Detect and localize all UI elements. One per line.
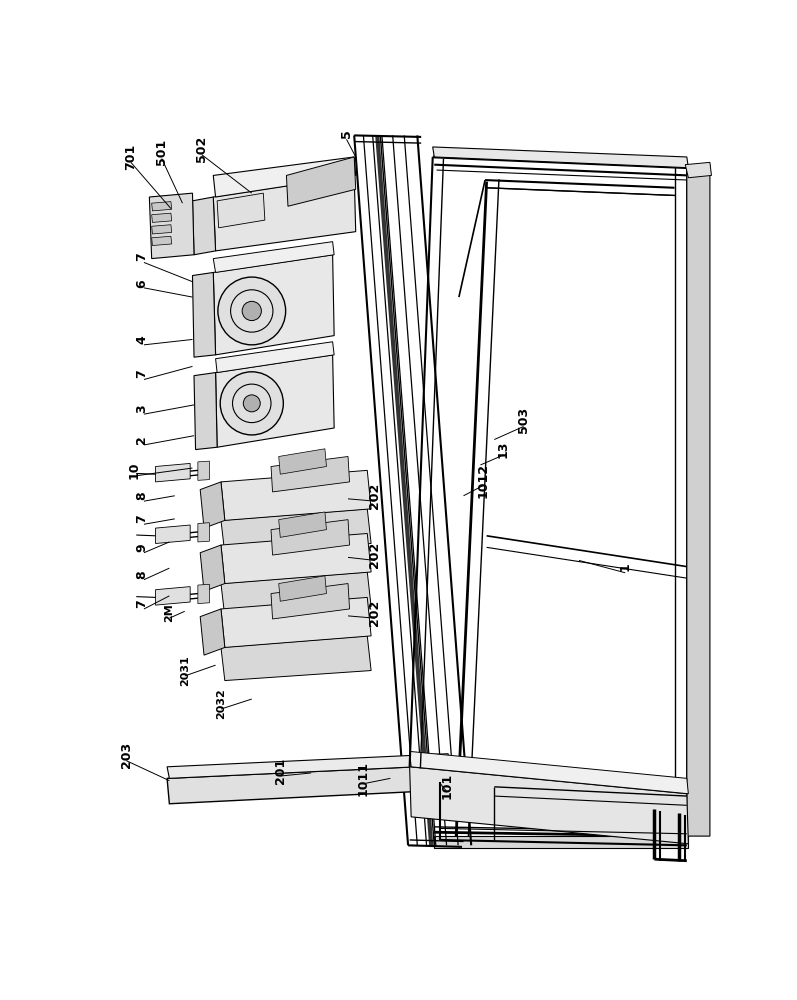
Polygon shape: [271, 456, 350, 492]
Polygon shape: [279, 512, 327, 537]
Text: 701: 701: [124, 144, 137, 170]
Polygon shape: [217, 193, 265, 228]
Ellipse shape: [242, 301, 261, 321]
Text: 13: 13: [497, 441, 510, 458]
Polygon shape: [687, 165, 710, 836]
Text: 2M: 2M: [164, 603, 175, 622]
Text: 7: 7: [135, 370, 148, 378]
Text: 1012: 1012: [477, 463, 489, 498]
Polygon shape: [685, 162, 712, 178]
Text: 9: 9: [135, 543, 148, 552]
Text: 203: 203: [120, 742, 133, 768]
Polygon shape: [214, 242, 334, 272]
Polygon shape: [221, 597, 371, 647]
Polygon shape: [215, 355, 334, 447]
Text: 6: 6: [135, 279, 148, 288]
Text: 3: 3: [135, 404, 148, 413]
Polygon shape: [215, 342, 334, 373]
Polygon shape: [193, 272, 215, 357]
Text: 8: 8: [135, 570, 148, 579]
Ellipse shape: [243, 395, 261, 412]
Text: 501: 501: [155, 139, 168, 165]
Text: 201: 201: [273, 758, 287, 784]
Polygon shape: [151, 202, 171, 211]
Text: 4: 4: [135, 335, 148, 344]
Polygon shape: [410, 751, 689, 794]
Polygon shape: [221, 572, 371, 617]
Text: 7: 7: [135, 514, 148, 523]
Polygon shape: [155, 463, 190, 482]
Polygon shape: [198, 584, 210, 604]
Text: 10: 10: [128, 462, 140, 479]
Text: 5: 5: [340, 129, 353, 138]
Text: 2: 2: [135, 435, 148, 444]
Polygon shape: [221, 533, 371, 584]
Polygon shape: [149, 193, 194, 259]
Polygon shape: [198, 523, 210, 542]
Polygon shape: [167, 765, 450, 804]
Text: 202: 202: [368, 483, 382, 509]
Polygon shape: [200, 609, 225, 655]
Text: 2031: 2031: [180, 655, 190, 686]
Polygon shape: [155, 525, 190, 544]
Polygon shape: [167, 754, 450, 778]
Polygon shape: [193, 197, 215, 255]
Text: 202: 202: [368, 600, 382, 626]
Polygon shape: [410, 767, 689, 844]
Text: 7: 7: [135, 599, 148, 608]
Text: 7: 7: [135, 253, 148, 261]
Polygon shape: [221, 470, 371, 520]
Text: 503: 503: [517, 407, 530, 433]
Text: 1: 1: [618, 562, 632, 571]
Polygon shape: [194, 373, 217, 450]
Ellipse shape: [220, 372, 284, 435]
Polygon shape: [151, 225, 171, 234]
Polygon shape: [433, 147, 689, 168]
Text: 8: 8: [135, 491, 148, 500]
Polygon shape: [214, 157, 355, 197]
Polygon shape: [214, 175, 355, 251]
Text: 502: 502: [195, 136, 208, 162]
Ellipse shape: [218, 277, 285, 345]
Polygon shape: [155, 587, 190, 605]
Text: 2032: 2032: [216, 688, 226, 719]
Polygon shape: [221, 509, 371, 554]
Polygon shape: [271, 584, 350, 619]
Polygon shape: [434, 836, 689, 848]
Polygon shape: [214, 255, 334, 355]
Text: 1011: 1011: [357, 761, 370, 796]
Polygon shape: [200, 482, 225, 528]
Polygon shape: [151, 236, 171, 246]
Polygon shape: [200, 545, 225, 591]
Text: 101: 101: [440, 773, 453, 799]
Polygon shape: [286, 157, 355, 206]
Polygon shape: [198, 461, 210, 480]
Polygon shape: [279, 449, 327, 474]
Text: 202: 202: [368, 542, 382, 568]
Polygon shape: [271, 520, 350, 555]
Polygon shape: [151, 213, 171, 222]
Polygon shape: [221, 636, 371, 681]
Polygon shape: [279, 576, 327, 601]
